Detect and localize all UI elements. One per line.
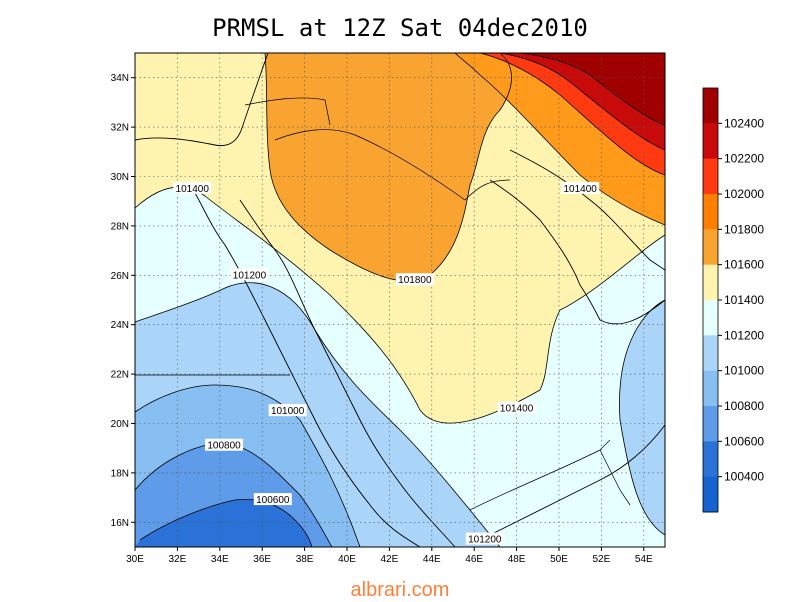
colorbar-swatch	[703, 300, 718, 336]
isobar-101200-east	[619, 299, 665, 536]
isobar-101200	[135, 282, 501, 547]
fill-101600-101800	[265, 53, 512, 281]
red-sea-west-coast	[191, 187, 421, 547]
lon-tick-label: 36E	[253, 554, 271, 565]
colorbar-label: 101000	[724, 364, 764, 378]
colorbar-swatch	[703, 194, 718, 230]
colorbar-swatch	[703, 441, 718, 478]
lon-tick-label: 32E	[169, 554, 187, 565]
colorbar-label: 100800	[724, 399, 764, 413]
contour-label-bg	[465, 532, 504, 545]
arabian-gulf-coast	[489, 179, 665, 325]
lat-tick-label: 18N	[111, 468, 129, 479]
lat-tick-label: 20N	[111, 419, 129, 430]
border-saudi-iraq	[274, 129, 511, 201]
lon-tick-label: 42E	[381, 554, 399, 565]
border-saudi-yemen	[469, 439, 611, 511]
lat-tick-label: 16N	[111, 518, 129, 529]
isobar-102000	[479, 53, 665, 176]
contour-label-bg	[561, 181, 600, 194]
colorbar-label: 100400	[724, 470, 764, 484]
lon-tick-label: 38E	[296, 554, 314, 565]
contour-labels: 101400 101200 101800 101400 101000 100800 1006…	[173, 181, 600, 546]
colorbar-swatch	[703, 335, 718, 372]
lon-tick-label: 34E	[211, 554, 229, 565]
colorbar-swatch	[703, 229, 718, 266]
lat-tick-label: 24N	[111, 320, 129, 331]
site-credit: albrari.com	[350, 579, 450, 601]
lat-tick-label: 32N	[111, 123, 129, 134]
contour-label: 101000	[271, 406, 305, 417]
axis-ticks: 30E 32E 34E 36E 38E 40E 42E 44E 46E 48E 50E 52E 54E 3…	[111, 73, 653, 565]
lon-tick-label: 52E	[593, 554, 611, 565]
isobar-101800	[454, 53, 665, 226]
red-sea-east-coast	[239, 199, 456, 547]
lat-tick-label: 22N	[111, 370, 129, 381]
contour-label: 101400	[500, 404, 534, 415]
plot-frame	[134, 52, 666, 548]
coastlines	[135, 53, 665, 547]
lon-tick-label: 44E	[423, 554, 441, 565]
contour-label: 100800	[207, 441, 241, 452]
colorbar-swatch	[703, 123, 718, 160]
contour-label-bg	[497, 401, 536, 414]
contour-label-bg	[173, 181, 212, 194]
colorbar-label: 101400	[724, 293, 764, 307]
contour-label-bg	[205, 438, 244, 451]
isobar-101400	[135, 186, 665, 424]
colorbar-swatch	[703, 264, 718, 301]
colorbar-swatch	[703, 370, 718, 407]
isobar-102400	[519, 53, 665, 126]
map-title: PRMSL at 12Z Sat 04dec2010	[212, 14, 588, 42]
lon-tick-label: 30E	[126, 554, 144, 565]
lon-tick-label: 40E	[338, 554, 356, 565]
colorbar-label: 101600	[724, 258, 764, 272]
fill-102400-plus	[520, 53, 665, 125]
borders	[135, 97, 631, 511]
border-jordan	[244, 97, 331, 126]
lat-tick-label: 30N	[111, 172, 129, 183]
border-oman	[599, 449, 631, 506]
colorbar-label: 101200	[724, 328, 764, 342]
contour-label: 101400	[564, 184, 598, 195]
yemen-oman-coast	[479, 424, 665, 541]
lat-tick-label: 34N	[111, 73, 129, 84]
isobar-101000	[135, 384, 361, 547]
gulf-north-coast	[509, 149, 665, 271]
mediterranean-coast	[135, 53, 269, 147]
fill-101000-101200-east	[619, 300, 665, 535]
contour-label: 101200	[468, 535, 502, 546]
fill-100400-100600	[135, 499, 312, 547]
contour-label-bg	[395, 273, 434, 286]
colorbar-label: 102200	[724, 152, 764, 166]
lat-tick-label: 26N	[111, 271, 129, 282]
lat-tick-label: 28N	[111, 221, 129, 232]
colorbar-swatch	[703, 88, 718, 124]
colorbar-swatch	[703, 158, 718, 195]
isobar-100800	[135, 442, 333, 547]
lon-tick-label: 48E	[508, 554, 526, 565]
contour-label: 101400	[176, 184, 210, 195]
lon-tick-label: 54E	[635, 554, 653, 565]
lon-tick-label: 46E	[465, 554, 483, 565]
colorbar-label: 102000	[724, 187, 764, 201]
contour-label: 100600	[256, 495, 290, 506]
contour-label-bg	[268, 404, 307, 417]
isobar-102200	[499, 53, 665, 151]
colorbar-swatch	[703, 406, 718, 442]
contour-label-bg	[230, 268, 269, 281]
contour-label: 101200	[233, 270, 267, 281]
colorbar-label: 101800	[724, 222, 764, 236]
colorbar-swatch	[703, 476, 718, 513]
contour-label: 101800	[398, 275, 432, 286]
grid-lines	[135, 53, 665, 547]
lon-tick-label: 50E	[550, 554, 568, 565]
contour-label-bg	[253, 493, 292, 506]
colorbar-legend: 102400 102200 102000 101800 101600 101400 1012…	[702, 87, 764, 513]
colorbar-label: 100600	[724, 434, 764, 448]
colorbar-label: 102400	[724, 116, 764, 130]
